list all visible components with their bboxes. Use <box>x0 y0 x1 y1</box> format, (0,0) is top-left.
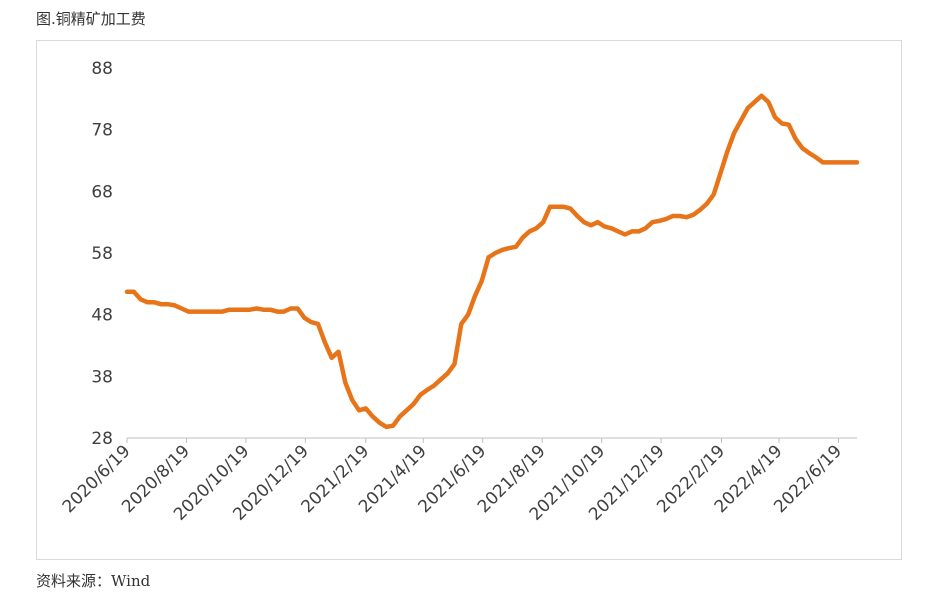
y-tick-label: 88 <box>91 59 113 79</box>
series-line-copper-tc <box>124 93 860 430</box>
y-tick-label: 58 <box>91 244 113 264</box>
y-tick-label: 38 <box>91 367 113 387</box>
source-note: 资料来源：Wind <box>36 572 151 590</box>
chart-frame: 28 38 48 58 68 78 88 2020/6/19 2020/8/19 2020/10/… <box>36 40 902 560</box>
y-tick-label: 48 <box>91 306 113 326</box>
copper-tc-line-chart: 283848586878882020/6/192020/8/192020/10/… <box>59 59 860 525</box>
figure-title: 图.铜精矿加工费 <box>36 10 146 28</box>
y-tick-label: 28 <box>91 429 113 449</box>
y-tick-label: 68 <box>91 182 113 202</box>
y-tick-label: 78 <box>91 121 113 141</box>
